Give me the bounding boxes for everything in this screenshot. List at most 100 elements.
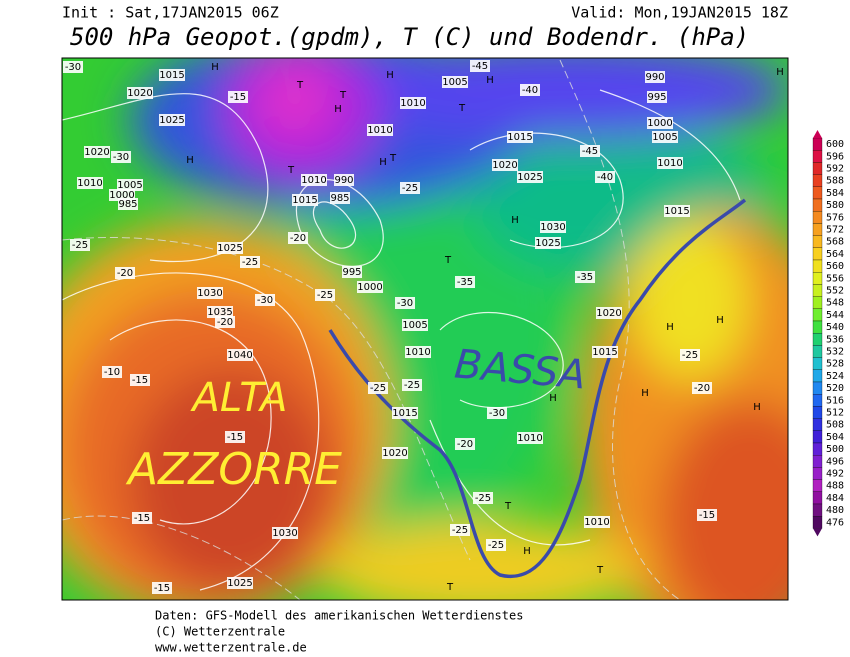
label-box	[357, 281, 383, 293]
label-box	[152, 582, 172, 594]
colorbar-label: 508	[826, 420, 844, 431]
isobar-label: 1015	[592, 347, 617, 358]
label-box	[487, 407, 507, 419]
label-box	[647, 117, 673, 129]
temperature-label: -35	[577, 272, 593, 283]
temperature-label: -25	[242, 257, 258, 268]
label-box	[117, 179, 143, 191]
label-box	[240, 256, 260, 268]
temperature-label: -45	[472, 61, 488, 72]
label-box	[507, 131, 533, 143]
temperature-label: -30	[397, 298, 413, 309]
map-frame	[61, 57, 789, 601]
label-box	[692, 382, 712, 394]
footer-data: Daten: GFS-Modell des amerikanischen Wet…	[155, 609, 523, 623]
isobar-label: 1030	[540, 222, 565, 233]
label-box	[292, 194, 318, 206]
label-box	[288, 232, 308, 244]
temperature-label: -25	[404, 380, 420, 391]
colorbar-swatch	[812, 406, 823, 419]
label-box	[255, 294, 275, 306]
pressure-center: H	[186, 155, 194, 166]
colorbar-label: 488	[826, 481, 844, 492]
label-box	[130, 374, 150, 386]
label-box	[301, 174, 327, 186]
colorbar-swatch	[812, 284, 823, 297]
colorbar-label: 480	[826, 505, 844, 516]
annotation-azzorre: AZZORRE	[125, 444, 342, 495]
colorbar-swatch	[812, 150, 823, 163]
colorbar-swatch	[812, 503, 823, 517]
pressure-center: H	[641, 388, 649, 399]
temperature-label: -25	[370, 383, 386, 394]
pressure-center: H	[666, 322, 674, 333]
label-box	[197, 287, 223, 299]
isobar-label: 1010	[517, 433, 542, 444]
label-box	[111, 151, 131, 163]
colorbar-label: 568	[826, 237, 844, 248]
temperature-label: -10	[104, 367, 120, 378]
map-title: 500 hPa Geopot.(gpdm), T (C) und Bodendr…	[70, 23, 749, 51]
isobar-label: 1010	[584, 517, 609, 528]
temperature-label: -35	[457, 277, 473, 288]
init-time: Init : Sat,17JAN2015 06Z	[62, 4, 279, 22]
temperature-label: -20	[117, 268, 133, 279]
label-box	[575, 271, 595, 283]
label-box	[645, 71, 665, 83]
isobar-label: 1015	[664, 206, 689, 217]
isobar-label: 1025	[217, 243, 242, 254]
label-box	[402, 379, 422, 391]
label-box	[652, 131, 678, 143]
isobar-label: 1025	[517, 172, 542, 183]
label-box	[225, 431, 245, 443]
isobar-label: 1010	[367, 125, 392, 136]
label-box	[395, 297, 415, 309]
isobar-label: 1020	[492, 160, 517, 171]
isobar-label: 1020	[596, 308, 621, 319]
isobar-label: 1025	[227, 578, 252, 589]
colorbar-label: 516	[826, 395, 844, 406]
footer-url: www.wetterzentrale.de	[155, 641, 307, 655]
colorbar-cap	[813, 130, 822, 138]
temperature-label: -30	[65, 62, 81, 73]
label-box	[115, 267, 135, 279]
label-box	[400, 182, 420, 194]
label-box	[217, 242, 243, 254]
isobar-label: 1005	[402, 320, 427, 331]
label-box	[228, 91, 248, 103]
label-box	[580, 145, 600, 157]
label-box	[402, 319, 428, 331]
valid-time: Valid: Mon,19JAN2015 18Z	[571, 4, 788, 22]
label-box	[592, 346, 618, 358]
isobar-label: 1025	[159, 115, 184, 126]
isobar-label: 1015	[159, 70, 184, 81]
pressure-center: H	[523, 546, 531, 557]
colorbar-label: 524	[826, 371, 844, 382]
label-box	[118, 198, 138, 210]
label-box	[400, 97, 426, 109]
colorbar-swatch	[812, 333, 823, 346]
label-box	[517, 171, 543, 183]
label-box	[596, 307, 622, 319]
colorbar-label: 592	[826, 164, 844, 175]
colorbar-swatch	[812, 137, 823, 151]
temperature-label: -20	[217, 317, 233, 328]
isobar-label: 1025	[535, 238, 560, 249]
colorbar-label: 512	[826, 408, 844, 419]
colorbar-swatch	[812, 381, 823, 395]
label-box	[492, 159, 518, 171]
pressure-center: H	[211, 62, 219, 73]
label-box	[63, 61, 83, 73]
annotation-alta: ALTA	[189, 375, 287, 421]
isobar-label: 1030	[272, 528, 297, 539]
colorbar-label: 520	[826, 383, 844, 394]
pressure-center: T	[596, 565, 604, 576]
isobar-label: 1030	[197, 288, 222, 299]
isobar-label: 1020	[84, 147, 109, 158]
colorbar-swatch	[812, 516, 823, 529]
colorbar-swatch	[812, 467, 823, 480]
colorbar-swatch	[812, 418, 823, 431]
pressure-center: T	[504, 501, 512, 512]
pressure-center: T	[389, 153, 397, 164]
colorbar-swatch	[812, 223, 823, 236]
